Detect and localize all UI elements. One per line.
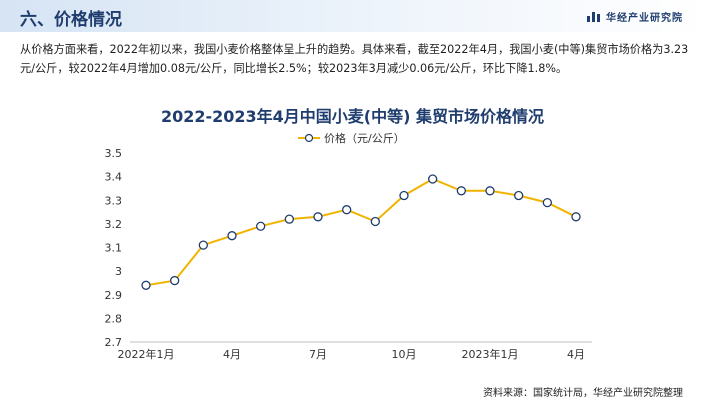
data-point [399,190,409,201]
data-point [256,221,266,231]
brand-logo-icon [587,11,600,22]
data-point [485,186,495,196]
x-tick-label: 2022年1月 [118,347,175,361]
y-tick-label: 3.1 [105,242,123,255]
y-tick-label: 2.8 [105,312,123,325]
legend-line-marker-icon [298,133,320,143]
brand: 华经产业研究院 [587,9,683,24]
series-line [145,177,577,287]
y-tick-label: 3 [115,265,122,278]
data-point [370,216,380,227]
y-tick-label: 3.5 [105,147,123,160]
data-point [571,212,581,222]
chart-title: 2022-2023年4月中国小麦(中等) 集贸市场价格情况 [160,107,545,126]
y-tick-label: 3.4 [105,171,123,184]
data-point [141,280,151,290]
x-tick-label: 7月 [309,348,327,361]
data-point [514,190,524,201]
y-tick-label: 3.3 [105,194,123,207]
data-point [542,197,552,208]
section-header: 六、价格情况 华经产业研究院 [0,0,705,32]
x-tick-label: 10月 [392,348,417,361]
section-title: 六、价格情况 [20,10,122,30]
data-point [342,205,352,215]
y-tick-label: 2.7 [105,336,123,349]
x-tick-label: 4月 [567,348,585,361]
x-tick-label: 2023年1月 [462,347,519,361]
data-point [428,174,438,184]
data-point [198,240,208,250]
data-point [313,212,323,222]
legend-label: 价格（元/公斤） [324,132,405,145]
y-tick-label: 2.9 [105,289,123,302]
data-point [456,186,466,196]
data-point [284,214,294,224]
brand-name: 华经产业研究院 [606,13,683,24]
chart-legend: 价格（元/公斤） [298,130,405,146]
y-tick-label: 3.2 [105,218,123,231]
data-point [170,275,180,286]
data-point [227,231,237,241]
description-text: 从价格方面来看，2022年初以来，我国小麦价格整体呈上升的趋势。具体来看，截至2… [20,43,689,75]
x-tick-label: 4月 [223,348,241,361]
source-note: 资料来源：国家统计局，华经产业研究院整理 [483,388,683,399]
